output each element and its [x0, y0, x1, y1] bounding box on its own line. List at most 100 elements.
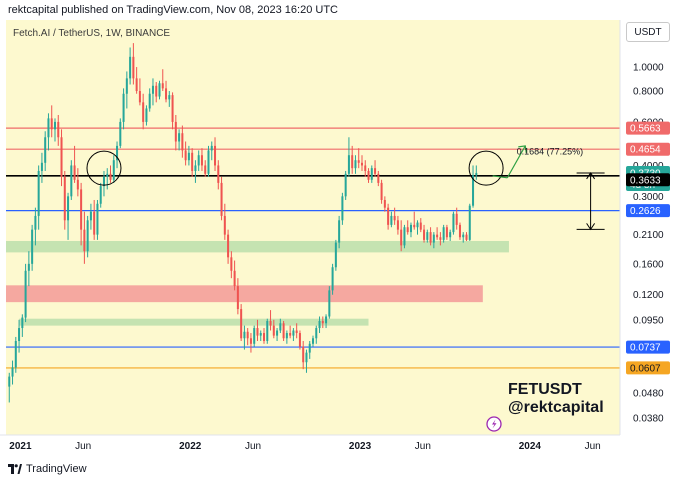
candle-26[interactable]	[93, 199, 96, 240]
candle-20[interactable]	[73, 145, 76, 183]
chart-canvas[interactable]: 0.1684 (77.25%) 1.00000.80000.60000.4000…	[0, 0, 680, 458]
candle-141[interactable]	[468, 203, 471, 241]
candle-45[interactable]	[155, 82, 158, 103]
candle-132[interactable]	[439, 232, 442, 246]
candle-30[interactable]	[106, 168, 109, 190]
candle-136[interactable]	[452, 211, 455, 235]
candle-98[interactable]	[328, 286, 331, 319]
candle-48[interactable]	[165, 80, 168, 103]
candle-5[interactable]	[24, 263, 27, 323]
candle-135[interactable]	[449, 229, 452, 241]
candle-85[interactable]	[285, 330, 288, 344]
candle-51[interactable]	[174, 114, 177, 151]
candle-39[interactable]	[135, 67, 138, 94]
candle-107[interactable]	[357, 148, 360, 169]
candle-50[interactable]	[171, 92, 174, 130]
candle-73[interactable]	[246, 328, 249, 346]
candle-139[interactable]	[462, 232, 465, 243]
candle-59[interactable]	[200, 148, 203, 171]
candle-95[interactable]	[318, 316, 321, 334]
candle-130[interactable]	[432, 232, 435, 249]
candle-36[interactable]	[125, 71, 128, 109]
candle-75[interactable]	[253, 325, 256, 347]
candle-66[interactable]	[223, 203, 226, 240]
candle-29[interactable]	[102, 170, 105, 197]
candle-122[interactable]	[406, 220, 409, 235]
candle-42[interactable]	[145, 105, 148, 126]
candle-105[interactable]	[351, 145, 354, 174]
candle-11[interactable]	[44, 131, 47, 171]
tradingview-logo[interactable]: TradingView	[8, 463, 87, 475]
candle-128[interactable]	[426, 229, 429, 243]
candle-7[interactable]	[31, 224, 34, 271]
candle-27[interactable]	[96, 199, 99, 240]
candle-40[interactable]	[138, 78, 141, 106]
candle-104[interactable]	[347, 137, 350, 177]
candle-127[interactable]	[423, 224, 426, 243]
candle-116[interactable]	[387, 203, 390, 230]
candle-113[interactable]	[377, 170, 380, 187]
candle-103[interactable]	[344, 170, 347, 200]
candle-102[interactable]	[341, 192, 344, 225]
currency-button[interactable]: USDT	[626, 22, 670, 42]
candle-77[interactable]	[259, 330, 262, 341]
candle-88[interactable]	[295, 323, 298, 339]
candle-9[interactable]	[37, 165, 40, 230]
candle-96[interactable]	[321, 316, 324, 329]
candle-126[interactable]	[419, 218, 422, 233]
candle-12[interactable]	[47, 113, 50, 151]
candle-79[interactable]	[266, 318, 269, 344]
candle-60[interactable]	[204, 160, 207, 177]
candle-25[interactable]	[89, 203, 92, 230]
candle-112[interactable]	[374, 160, 377, 177]
candle-120[interactable]	[400, 220, 403, 252]
candle-34[interactable]	[119, 118, 122, 149]
candle-69[interactable]	[233, 260, 236, 291]
candle-8[interactable]	[34, 207, 37, 246]
candle-53[interactable]	[181, 125, 184, 158]
candle-4[interactable]	[21, 314, 24, 337]
candle-93[interactable]	[311, 335, 315, 347]
candle-63[interactable]	[214, 137, 217, 171]
candle-86[interactable]	[289, 325, 292, 339]
candle-15[interactable]	[57, 114, 60, 146]
candle-84[interactable]	[282, 320, 285, 341]
candle-54[interactable]	[184, 141, 187, 166]
candle-6[interactable]	[27, 251, 30, 287]
candle-62[interactable]	[210, 141, 213, 161]
candle-57[interactable]	[194, 160, 197, 183]
candle-61[interactable]	[207, 145, 210, 177]
candle-0[interactable]	[8, 372, 11, 403]
candle-64[interactable]	[217, 160, 220, 190]
candle-19[interactable]	[70, 160, 73, 200]
candle-21[interactable]	[76, 168, 79, 197]
candle-124[interactable]	[413, 211, 416, 230]
candle-47[interactable]	[161, 69, 164, 92]
candle-22[interactable]	[80, 182, 83, 246]
candle-131[interactable]	[436, 227, 439, 240]
candle-35[interactable]	[122, 88, 125, 130]
candle-2[interactable]	[14, 336, 17, 373]
candle-89[interactable]	[298, 330, 301, 350]
candle-74[interactable]	[249, 333, 252, 353]
candle-37[interactable]	[129, 47, 132, 85]
candle-71[interactable]	[240, 304, 243, 341]
candle-28[interactable]	[99, 182, 102, 208]
candle-114[interactable]	[380, 179, 383, 204]
candle-56[interactable]	[191, 148, 194, 177]
candle-17[interactable]	[63, 170, 66, 230]
candle-109[interactable]	[364, 160, 367, 177]
candle-106[interactable]	[354, 155, 357, 174]
candle-125[interactable]	[416, 220, 419, 235]
candle-41[interactable]	[142, 93, 145, 130]
candle-1[interactable]	[11, 360, 14, 385]
candle-123[interactable]	[409, 222, 412, 238]
candle-140[interactable]	[465, 232, 468, 241]
candle-92[interactable]	[308, 340, 311, 359]
candle-72[interactable]	[243, 325, 246, 350]
candle-121[interactable]	[403, 224, 406, 249]
candle-70[interactable]	[236, 278, 239, 315]
candle-31[interactable]	[109, 165, 112, 183]
candle-13[interactable]	[50, 105, 53, 138]
candle-138[interactable]	[458, 222, 461, 240]
